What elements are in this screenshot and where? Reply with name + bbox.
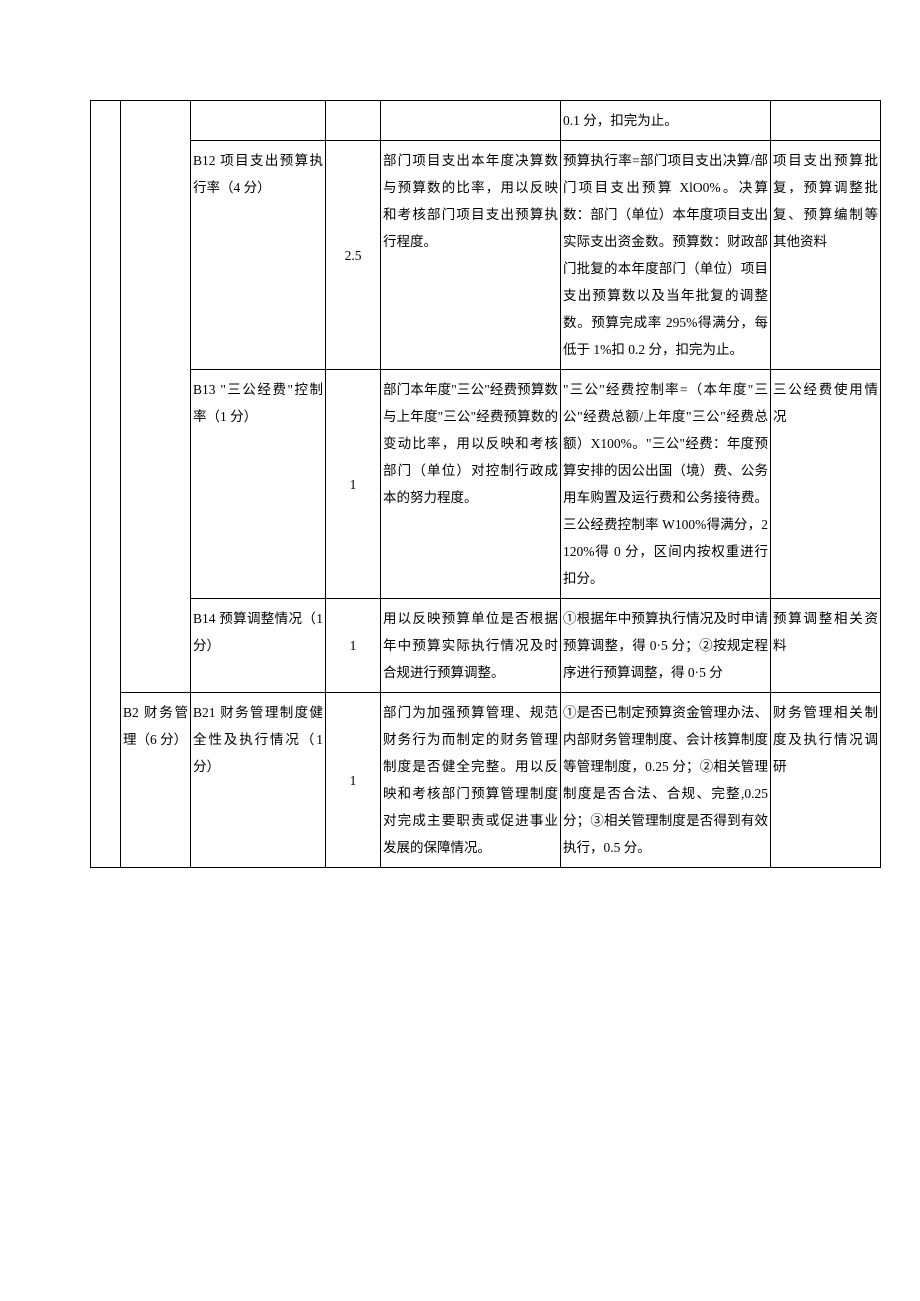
table-row: 0.1 分，扣完为止。 [91, 101, 881, 141]
col-level1 [91, 101, 121, 868]
evidence: 财务管理相关制度及执行情况调研 [771, 693, 881, 868]
criteria: 0.1 分，扣完为止。 [561, 101, 771, 141]
indicator-name: B14 预算调整情况（1 分） [191, 599, 326, 693]
table-row: B12 项目支出预算执行率（4 分）2.5部门项目支出本年度决算数与预算数的比率… [91, 141, 881, 370]
score [326, 101, 381, 141]
table-row: B14 预算调整情况（1 分）1用以反映预算单位是否根据年中预算实际执行情况及时… [91, 599, 881, 693]
col-level2 [121, 101, 191, 693]
evidence [771, 101, 881, 141]
criteria: "三公"经费控制率=（本年度"三公"经费总额/上年度"三公"经费总额）X100%… [561, 370, 771, 599]
score: 1 [326, 693, 381, 868]
criteria: ①根据年中预算执行情况及时申请预算调整，得 0·5 分；②按规定程序进行预算调整… [561, 599, 771, 693]
indicator-name: B12 项目支出预算执行率（4 分） [191, 141, 326, 370]
score: 1 [326, 370, 381, 599]
criteria: ①是否已制定预算资金管理办法、内部财务管理制度、会计核算制度等管理制度，0.25… [561, 693, 771, 868]
criteria: 预算执行率=部门项目支出决算/部门项目支出预算 XlO0%。决算数：部门（单位）… [561, 141, 771, 370]
score: 2.5 [326, 141, 381, 370]
score: 1 [326, 599, 381, 693]
indicator-name: B21 财务管理制度健全性及执行情况（1分） [191, 693, 326, 868]
description: 部门本年度"三公"经费预算数与上年度"三公"经费预算数的变动比率，用以反映和考核… [381, 370, 561, 599]
indicator-name: B13 "三公经费"控制率（1 分） [191, 370, 326, 599]
col-level2: B2 财务管理（6 分） [121, 693, 191, 868]
description [381, 101, 561, 141]
table-row: B2 财务管理（6 分）B21 财务管理制度健全性及执行情况（1分）1部门为加强… [91, 693, 881, 868]
description: 部门项目支出本年度决算数与预算数的比率，用以反映和考核部门项目支出预算执行程度。 [381, 141, 561, 370]
evidence: 预算调整相关资料 [771, 599, 881, 693]
evidence: 三公经费使用情况 [771, 370, 881, 599]
indicator-name [191, 101, 326, 141]
evaluation-table: 0.1 分，扣完为止。B12 项目支出预算执行率（4 分）2.5部门项目支出本年… [90, 100, 881, 868]
description: 部门为加强预算管理、规范财务行为而制定的财务管理制度是否健全完整。用以反映和考核… [381, 693, 561, 868]
description: 用以反映预算单位是否根据年中预算实际执行情况及时合规进行预算调整。 [381, 599, 561, 693]
evidence: 项目支出预算批复，预算调整批复、预算编制等其他资料 [771, 141, 881, 370]
table-row: B13 "三公经费"控制率（1 分）1部门本年度"三公"经费预算数与上年度"三公… [91, 370, 881, 599]
